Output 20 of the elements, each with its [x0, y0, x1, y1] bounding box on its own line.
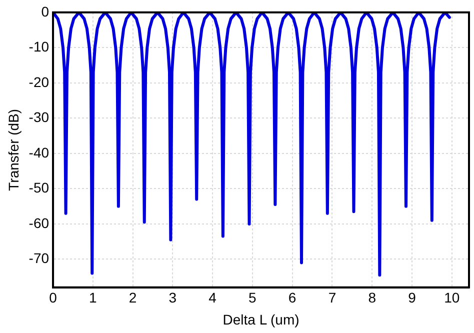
x-tick-label: 4 [208, 290, 217, 306]
y-tick-label: 0 [41, 3, 50, 20]
x-tick-label: 5 [248, 290, 257, 306]
y-tick-label: -50 [28, 180, 50, 196]
y-tick-label: -60 [28, 214, 50, 231]
y-axis-title: Transfer (dB) [5, 108, 22, 191]
y-tick-label: -20 [28, 74, 50, 90]
y-tick-label: -10 [28, 38, 50, 55]
x-tick-label: 3 [168, 290, 177, 306]
x-tick-label: 7 [328, 290, 336, 306]
x-tick-label: 9 [408, 290, 416, 306]
y-tick-label: -40 [28, 144, 50, 160]
x-tick-label: 2 [128, 290, 137, 306]
y-tick-label: -70 [28, 250, 50, 266]
x-tick-label: 10 [444, 290, 460, 306]
x-tick-label: 8 [368, 290, 376, 306]
x-tick-label: 6 [288, 290, 296, 306]
y-tick-label: -30 [28, 109, 50, 126]
x-tick-label: 1 [89, 290, 98, 306]
x-axis-title: Delta L (um) [222, 311, 300, 328]
